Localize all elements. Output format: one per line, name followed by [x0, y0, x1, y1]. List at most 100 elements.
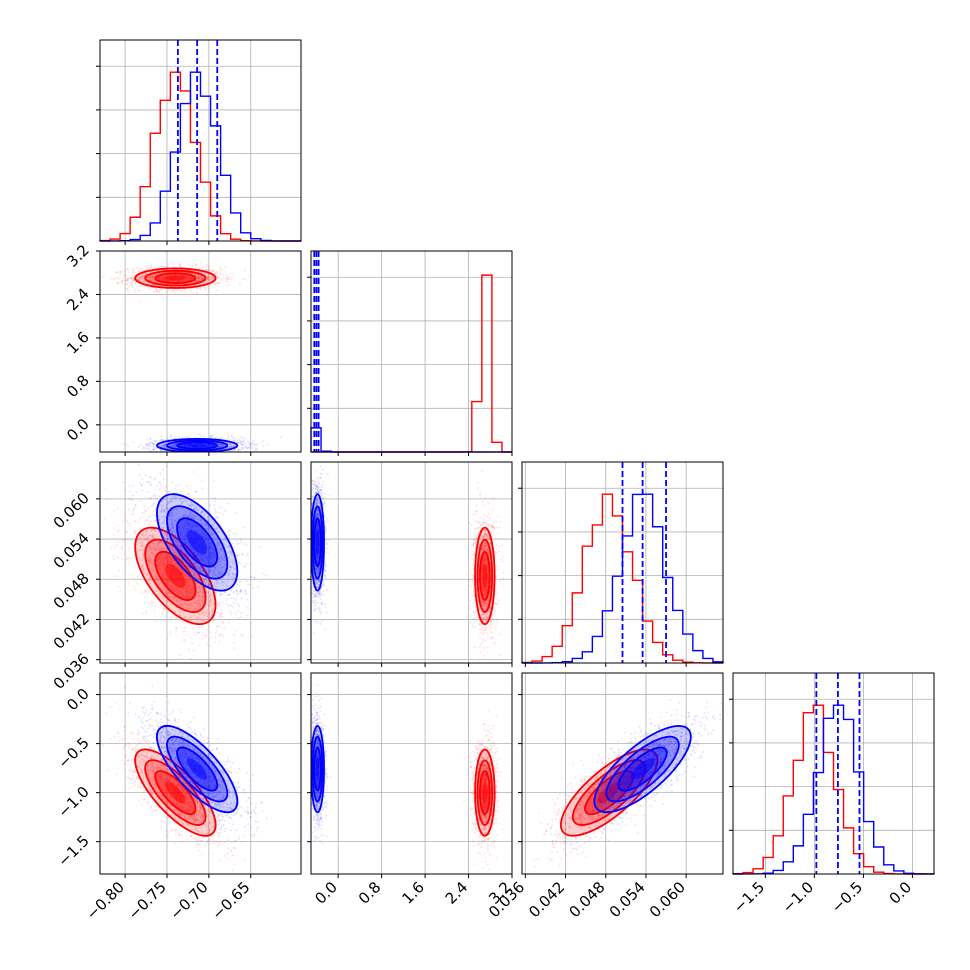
sample-point: [115, 271, 118, 274]
sample-point: [198, 279, 201, 282]
sample-point: [151, 276, 154, 278]
sample-point: [160, 265, 163, 267]
sample-point: [190, 511, 192, 514]
sample-point: [197, 276, 200, 279]
sample-point: [186, 277, 188, 279]
sample-point: [250, 445, 253, 448]
sample-point: [128, 581, 131, 584]
sample-point: [144, 534, 147, 537]
sample-point: [184, 443, 186, 446]
sample-point: [155, 440, 158, 442]
sample-point: [186, 277, 189, 279]
sample-point: [214, 566, 216, 569]
sample-point: [207, 277, 210, 279]
sample-point: [166, 560, 169, 563]
sample-point: [180, 444, 182, 447]
sample-point: [228, 446, 231, 449]
sample-point: [146, 443, 148, 446]
sample-point: [213, 565, 216, 568]
sample-point: [217, 560, 220, 563]
sample-point: [150, 600, 153, 603]
sample-point: [184, 444, 187, 447]
sample-point: [242, 634, 245, 637]
sample-point: [169, 529, 172, 531]
sample-point: [181, 570, 184, 573]
sample-point: [190, 547, 193, 549]
sample-point: [143, 548, 145, 551]
sample-point: [210, 573, 213, 576]
sample-point: [161, 576, 164, 579]
sample-point: [209, 557, 211, 559]
sample-point: [188, 276, 191, 279]
sample-point: [186, 581, 189, 584]
sample-point: [219, 446, 222, 448]
sample-point: [208, 276, 211, 278]
sample-point: [136, 582, 138, 584]
sample-point: [207, 617, 210, 620]
sample-point: [141, 570, 144, 573]
sample-point: [210, 534, 212, 537]
sample-point: [140, 545, 142, 548]
sample-point: [195, 606, 197, 609]
sample-point: [163, 279, 166, 282]
panel-3-2: [522, 673, 723, 874]
sample-point: [136, 550, 139, 553]
sample-point: [204, 538, 207, 541]
sample-point: [143, 279, 146, 282]
sample-point: [176, 545, 179, 548]
sample-point: [252, 447, 255, 450]
sample-point: [192, 588, 195, 591]
sample-point: [160, 547, 162, 550]
sample-point: [169, 529, 172, 531]
sample-point: [191, 276, 193, 279]
sample-point: [190, 602, 193, 605]
sample-point: [140, 559, 143, 561]
sample-point: [144, 588, 146, 591]
sample-point: [164, 532, 166, 535]
sample-point: [189, 604, 192, 607]
sample-point: [117, 282, 120, 285]
sample-point: [208, 444, 210, 447]
sample-point: [138, 539, 140, 542]
sample-point: [187, 555, 190, 558]
sample-point: [198, 591, 200, 594]
sample-point: [140, 275, 143, 278]
sample-point: [174, 443, 177, 446]
sample-point: [182, 639, 185, 641]
sample-point: [221, 593, 223, 595]
sample-point: [162, 276, 164, 279]
sample-point: [191, 605, 194, 608]
sample-point: [163, 607, 165, 610]
sample-point: [217, 282, 220, 284]
sample-point: [181, 604, 183, 607]
sample-point: [172, 443, 175, 446]
sample-point: [209, 592, 212, 595]
sample-point: [176, 600, 178, 602]
sample-point: [198, 603, 200, 605]
sample-point: [253, 577, 256, 579]
sample-point: [166, 560, 169, 563]
sample-point: [209, 435, 212, 438]
sample-point: [238, 281, 241, 284]
sample-point: [185, 587, 188, 590]
sample-point: [128, 270, 131, 273]
sample-point: [214, 272, 217, 274]
sample-point: [174, 629, 177, 632]
sample-point: [156, 281, 159, 284]
sample-point: [221, 572, 224, 575]
sample-point: [232, 449, 235, 452]
sample-point: [219, 593, 222, 596]
sample-point: [185, 578, 188, 581]
sample-point: [119, 590, 122, 592]
sample-point: [154, 520, 157, 522]
sample-point: [167, 537, 170, 540]
sample-point: [220, 445, 223, 448]
sample-point: [145, 533, 148, 535]
sample-point: [181, 274, 184, 277]
sample-point: [138, 517, 141, 520]
sample-point: [218, 556, 221, 559]
sample-point: [121, 540, 124, 543]
sample-point: [179, 263, 182, 266]
sample-point: [123, 553, 126, 556]
sample-point: [217, 445, 220, 448]
